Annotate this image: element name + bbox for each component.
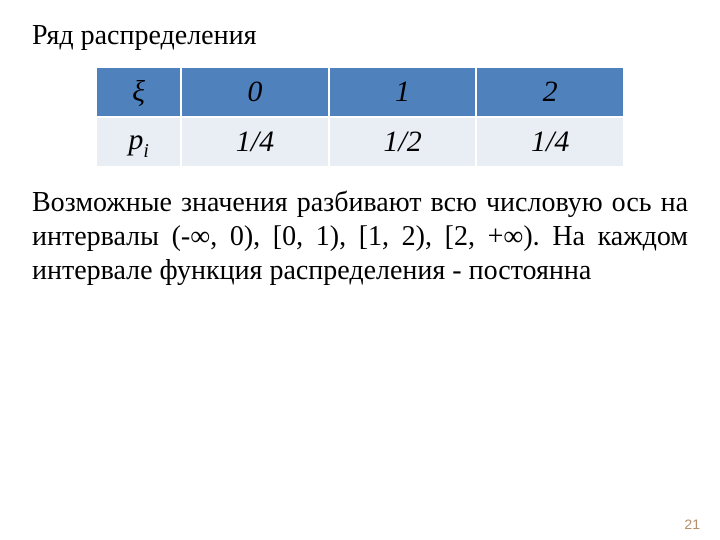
data-cell-p0: 1/4 [181,117,329,167]
p-label-sub: i [143,141,148,162]
data-cell-p1: 1/2 [329,117,477,167]
header-cell-1: 1 [329,67,477,117]
header-cell-xi: ξ [96,67,181,117]
distribution-table: ξ 0 1 2 pi 1/4 1/2 1/4 [95,66,625,168]
slide-container: Ряд распределения ξ 0 1 2 pi 1/4 1/2 1/4… [0,0,720,540]
body-paragraph: Возможные значения разбивают всю числову… [32,186,688,288]
data-cell-p2: 1/4 [476,117,624,167]
header-cell-2: 2 [476,67,624,117]
header-cell-0: 0 [181,67,329,117]
table-data-row: pi 1/4 1/2 1/4 [96,117,624,167]
p-label-base: p [128,123,143,156]
table-header-row: ξ 0 1 2 [96,67,624,117]
page-number: 21 [684,516,700,532]
slide-title: Ряд распределения [32,20,690,52]
data-cell-label: pi [96,117,181,167]
